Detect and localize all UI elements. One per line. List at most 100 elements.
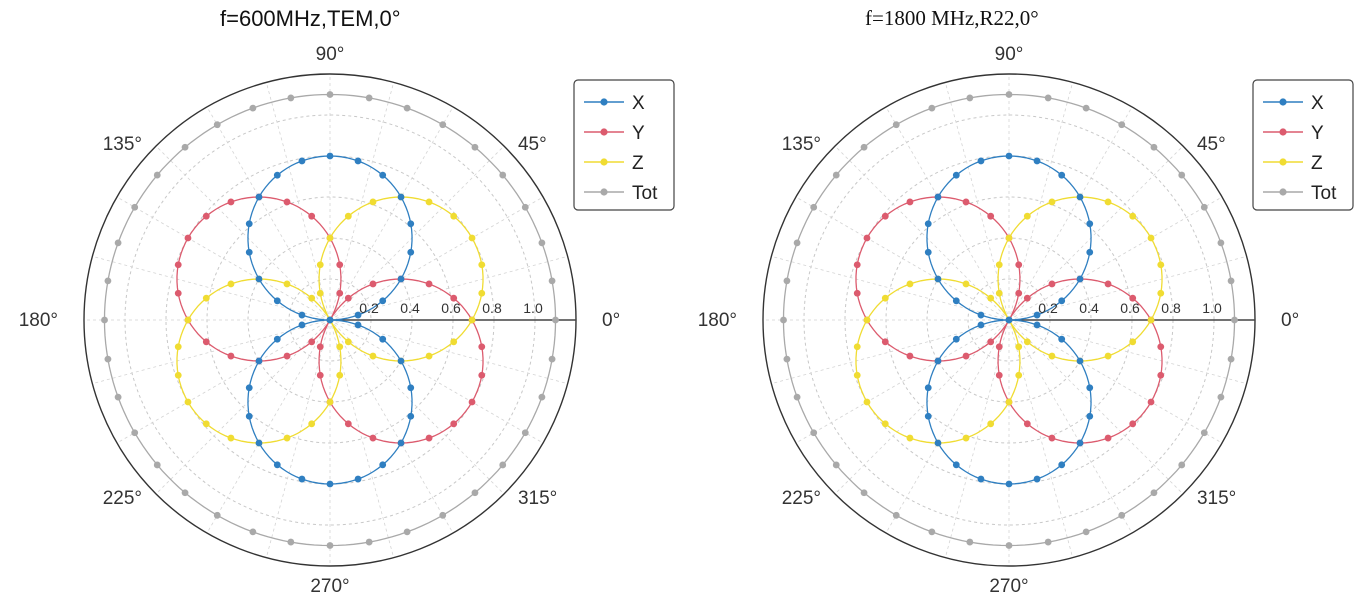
legend-label-tot: Tot xyxy=(632,183,658,204)
series-point-x xyxy=(354,321,362,329)
series-point-z xyxy=(227,280,235,288)
r-tick-label: 0.4 xyxy=(400,300,420,316)
series-point-z xyxy=(283,434,291,442)
series-point-x xyxy=(1086,384,1094,392)
series-point-x xyxy=(326,152,334,160)
series-point-tot xyxy=(793,239,801,247)
grid-spoke xyxy=(329,196,544,321)
angle-tick-label: 180° xyxy=(698,310,737,331)
angle-tick-label: 270° xyxy=(989,576,1028,597)
angle-tick-label: 0° xyxy=(602,310,620,331)
r-tick-label: 0.2 xyxy=(359,300,379,316)
series-point-y xyxy=(202,212,210,220)
series-point-x xyxy=(298,475,306,483)
grid-spoke xyxy=(1008,82,1074,321)
angle-tick-label: 225° xyxy=(103,488,142,509)
grid-spoke xyxy=(116,196,331,321)
series-point-tot xyxy=(1178,461,1186,469)
series-point-z xyxy=(1048,198,1056,206)
series-point-tot xyxy=(1200,203,1208,211)
series-point-tot xyxy=(793,393,801,401)
series-point-tot xyxy=(1118,121,1126,129)
series-point-z xyxy=(1048,352,1056,360)
legend-box xyxy=(573,79,675,211)
series-point-y xyxy=(1157,343,1165,351)
series-point-tot xyxy=(181,143,189,151)
series-point-x xyxy=(1086,220,1094,228)
r-tick-label: 0.2 xyxy=(1038,300,1058,316)
series-point-tot xyxy=(287,94,295,102)
series-point-x xyxy=(298,311,306,319)
series-point-y xyxy=(1129,420,1137,428)
series-point-tot xyxy=(114,239,122,247)
series-point-y xyxy=(308,338,316,346)
series-point-y xyxy=(987,212,995,220)
series-point-x xyxy=(1076,439,1084,447)
series-point-z xyxy=(1129,212,1137,220)
series-point-z xyxy=(881,294,889,302)
series-point-x xyxy=(397,439,405,447)
series-point-x xyxy=(326,316,334,324)
series-point-x xyxy=(1005,152,1013,160)
series-point-y xyxy=(425,434,433,442)
grid-spoke xyxy=(1008,319,1184,495)
series-point-x xyxy=(1058,461,1066,469)
series-point-z xyxy=(863,398,871,406)
series-point-z xyxy=(906,280,914,288)
series-point-y xyxy=(1147,398,1155,406)
angle-tick-label: 90° xyxy=(316,44,345,65)
series-point-tot xyxy=(104,277,112,285)
series-point-tot xyxy=(181,489,189,497)
grid-spoke xyxy=(92,319,331,385)
grid-spoke xyxy=(329,319,454,534)
series-point-tot xyxy=(1005,91,1013,98)
grid-spoke xyxy=(944,82,1010,321)
series-point-tot xyxy=(538,239,546,247)
series-point-y xyxy=(369,280,377,288)
series-point-tot xyxy=(521,203,529,211)
series-point-tot xyxy=(552,316,559,324)
series-point-x xyxy=(952,171,960,179)
series-point-tot xyxy=(153,461,161,469)
chart-title: f=1800 MHz,R22,0° xyxy=(865,6,1039,30)
legend-marker-z xyxy=(600,158,608,166)
angle-tick-label: 135° xyxy=(782,134,821,155)
grid-spoke xyxy=(329,319,395,558)
grid-spoke xyxy=(265,319,331,558)
series-point-z xyxy=(1157,289,1165,297)
grid-spoke xyxy=(885,106,1010,321)
series-point-x xyxy=(1076,357,1084,365)
series-point-tot xyxy=(326,542,334,549)
series-point-x xyxy=(379,171,387,179)
legend-marker-y xyxy=(600,128,608,136)
series-point-y xyxy=(344,294,352,302)
series-point-z xyxy=(425,198,433,206)
r-tick-label: 1.0 xyxy=(1202,300,1222,316)
series-point-tot xyxy=(548,277,556,285)
series-point-x xyxy=(924,384,932,392)
series-point-x xyxy=(407,384,415,392)
series-point-tot xyxy=(1217,393,1225,401)
series-point-y xyxy=(906,352,914,360)
series-point-z xyxy=(1015,343,1023,351)
series-point-tot xyxy=(810,429,818,437)
series-point-y xyxy=(450,420,458,428)
series-point-y xyxy=(1104,434,1112,442)
series-point-x xyxy=(255,193,263,201)
grid-spoke xyxy=(834,145,1010,321)
series-point-y xyxy=(174,289,182,297)
series-point-z xyxy=(184,398,192,406)
series-point-y xyxy=(478,371,486,379)
series-point-tot xyxy=(1231,316,1238,324)
series-point-z xyxy=(369,198,377,206)
series-point-y xyxy=(995,371,1003,379)
series-point-x xyxy=(1033,311,1041,319)
series-point-tot xyxy=(783,277,791,285)
series-point-tot xyxy=(101,316,108,324)
grid-spoke xyxy=(795,319,1010,444)
grid-spoke xyxy=(1008,319,1074,558)
series-point-x xyxy=(1086,412,1094,420)
grid-spoke xyxy=(329,255,568,321)
series-point-x xyxy=(1033,321,1041,329)
series-point-tot xyxy=(892,121,900,129)
